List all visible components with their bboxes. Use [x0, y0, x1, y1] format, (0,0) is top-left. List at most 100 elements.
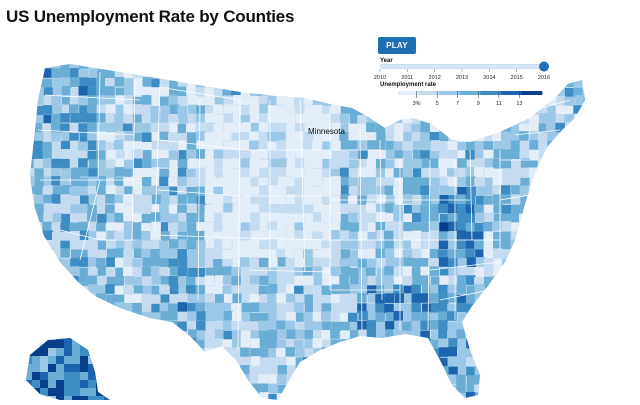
county-cell[interactable] [547, 284, 558, 294]
county-cell[interactable] [64, 396, 73, 400]
county-cell[interactable] [312, 194, 323, 205]
county-cell[interactable] [295, 123, 305, 133]
county-cell[interactable] [231, 87, 241, 98]
county-cell[interactable] [267, 131, 277, 142]
county-cell[interactable] [258, 320, 268, 331]
county-cell[interactable] [151, 339, 162, 350]
county-cell[interactable] [40, 348, 49, 357]
county-cell[interactable] [249, 293, 260, 304]
county-cell[interactable] [510, 393, 521, 400]
county-cell[interactable] [474, 320, 484, 331]
county-cell[interactable] [51, 113, 61, 124]
county-cell[interactable] [457, 338, 467, 349]
county-cell[interactable] [241, 186, 251, 196]
county-cell[interactable] [294, 204, 304, 215]
county-cell[interactable] [205, 176, 216, 187]
county-cell[interactable] [268, 276, 279, 286]
county-cell[interactable] [366, 303, 377, 313]
county-cell[interactable] [357, 231, 368, 241]
county-cell[interactable] [456, 221, 466, 231]
county-cell[interactable] [295, 329, 305, 339]
county-cell[interactable] [321, 122, 331, 132]
county-cell[interactable] [268, 194, 279, 204]
county-cell[interactable] [393, 357, 403, 367]
county-cell[interactable] [178, 257, 188, 267]
county-cell[interactable] [393, 329, 403, 339]
county-cell[interactable] [402, 113, 412, 123]
county-cell[interactable] [457, 294, 467, 305]
county-cell[interactable] [375, 149, 386, 160]
county-cell[interactable] [510, 329, 520, 340]
county-cell[interactable] [493, 231, 503, 242]
county-cell[interactable] [168, 68, 179, 78]
county-cell[interactable] [267, 105, 278, 115]
county-cell[interactable] [412, 141, 423, 151]
county-cell[interactable] [169, 140, 179, 151]
county-cell[interactable] [447, 311, 457, 321]
county-cell[interactable] [268, 365, 279, 376]
county-cell[interactable] [51, 158, 61, 169]
county-cell[interactable] [52, 240, 63, 250]
county-cell[interactable] [339, 302, 350, 313]
county-cell[interactable] [448, 267, 458, 278]
county-cell[interactable] [537, 248, 547, 259]
county-cell[interactable] [259, 366, 270, 377]
county-cell[interactable] [286, 356, 296, 367]
county-cell[interactable] [502, 276, 513, 286]
county-cell[interactable] [25, 248, 35, 259]
county-cell[interactable] [466, 312, 476, 323]
county-cell[interactable] [385, 365, 396, 375]
county-cell[interactable] [303, 186, 314, 196]
county-cell[interactable] [114, 177, 124, 187]
county-cell[interactable] [88, 68, 98, 79]
county-cell[interactable] [78, 320, 88, 330]
county-cell[interactable] [123, 321, 133, 332]
county-cell[interactable] [474, 374, 484, 385]
county-cell[interactable] [132, 69, 143, 79]
county-cell[interactable] [196, 221, 206, 232]
county-cell[interactable] [105, 240, 116, 251]
county-cell[interactable] [169, 239, 179, 249]
county-cell[interactable] [168, 150, 179, 161]
county-cell[interactable] [231, 168, 242, 179]
county-cell[interactable] [213, 149, 224, 160]
county-cell[interactable] [322, 356, 332, 367]
county-cell[interactable] [322, 321, 332, 331]
county-cell[interactable] [186, 276, 196, 287]
county-cell[interactable] [204, 222, 215, 233]
county-cell[interactable] [97, 240, 108, 250]
county-cell[interactable] [259, 383, 269, 394]
county-cell[interactable] [159, 59, 170, 69]
county-cell[interactable] [286, 284, 296, 294]
county-cell[interactable] [258, 185, 269, 195]
county-cell[interactable] [348, 140, 359, 150]
county-cell[interactable] [40, 364, 49, 373]
county-cell[interactable] [421, 249, 431, 259]
county-cell[interactable] [574, 293, 584, 304]
county-cell[interactable] [528, 167, 539, 178]
county-cell[interactable] [43, 87, 54, 97]
county-cell[interactable] [330, 113, 340, 124]
county-cell[interactable] [312, 239, 323, 250]
county-cell[interactable] [538, 150, 549, 160]
county-cell[interactable] [501, 339, 512, 349]
county-cell[interactable] [43, 203, 54, 213]
county-cell[interactable] [484, 393, 495, 400]
county-cell[interactable] [303, 69, 314, 80]
county-cell[interactable] [250, 186, 260, 196]
county-cell[interactable] [555, 122, 565, 133]
county-cell[interactable] [48, 356, 57, 365]
county-cell[interactable] [546, 339, 557, 349]
county-cell[interactable] [286, 167, 296, 177]
county-cell[interactable] [276, 60, 287, 70]
county-cell[interactable] [51, 222, 62, 232]
county-cell[interactable] [483, 195, 493, 206]
county-cell[interactable] [250, 393, 261, 400]
county-cell[interactable] [403, 285, 413, 296]
county-cell[interactable] [169, 384, 180, 395]
county-cell[interactable] [213, 177, 224, 188]
county-cell[interactable] [114, 285, 125, 296]
county-cell[interactable] [186, 240, 197, 250]
county-cell[interactable] [574, 186, 585, 197]
county-cell[interactable] [330, 257, 341, 267]
